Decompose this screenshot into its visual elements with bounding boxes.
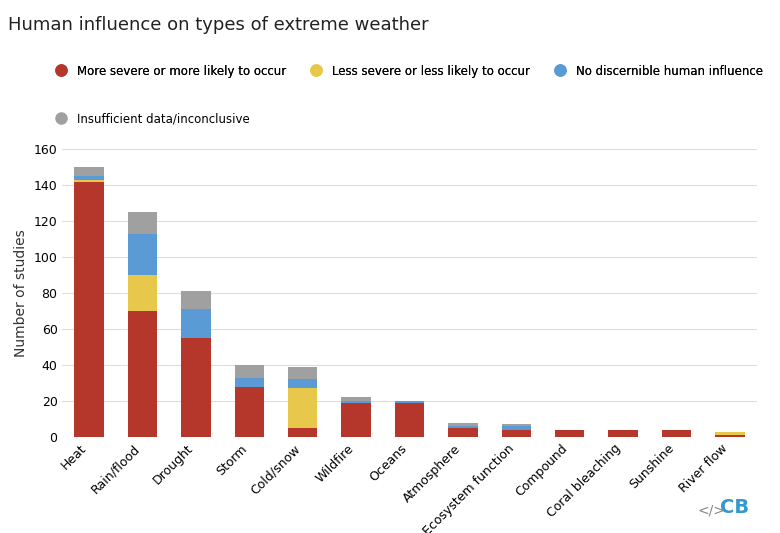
- Bar: [448, 426, 477, 428]
- Bar: [342, 403, 370, 437]
- Bar: [128, 311, 158, 437]
- Bar: [181, 309, 211, 338]
- Bar: [715, 432, 745, 435]
- Bar: [288, 389, 317, 428]
- Bar: [608, 430, 638, 437]
- Bar: [448, 428, 477, 437]
- Bar: [74, 176, 104, 180]
- Text: Human influence on types of extreme weather: Human influence on types of extreme weat…: [8, 16, 428, 34]
- Bar: [715, 435, 745, 437]
- Text: </>: </>: [697, 503, 725, 517]
- Bar: [288, 379, 317, 389]
- Bar: [128, 234, 158, 275]
- Bar: [555, 430, 584, 437]
- Legend: Insufficient data/inconclusive: Insufficient data/inconclusive: [49, 112, 250, 125]
- Bar: [502, 430, 531, 437]
- Bar: [502, 424, 531, 426]
- Bar: [74, 182, 104, 437]
- Bar: [128, 212, 158, 234]
- Bar: [661, 430, 691, 437]
- Bar: [235, 378, 264, 387]
- Bar: [235, 365, 264, 378]
- Bar: [181, 292, 211, 309]
- Bar: [181, 338, 211, 437]
- Bar: [448, 423, 477, 426]
- Bar: [502, 426, 531, 430]
- Bar: [342, 398, 370, 401]
- Bar: [128, 275, 158, 311]
- Bar: [342, 401, 370, 403]
- Bar: [288, 367, 317, 379]
- Bar: [74, 167, 104, 176]
- Bar: [395, 403, 424, 437]
- Bar: [74, 180, 104, 182]
- Bar: [235, 387, 264, 437]
- Bar: [395, 401, 424, 403]
- Bar: [288, 428, 317, 437]
- Y-axis label: Number of studies: Number of studies: [14, 229, 28, 357]
- Text: CB: CB: [720, 498, 749, 517]
- Legend: More severe or more likely to occur, Less severe or less likely to occur, No dis: More severe or more likely to occur, Les…: [49, 64, 764, 77]
